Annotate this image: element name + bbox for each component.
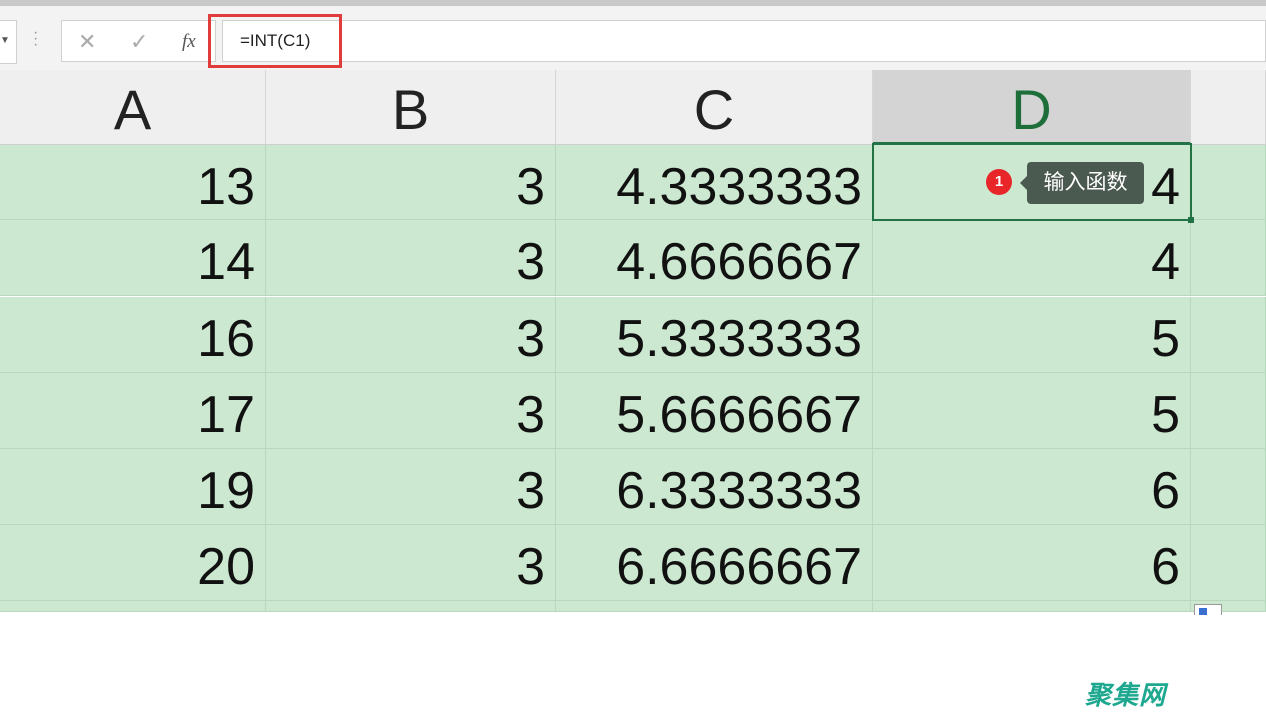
cell[interactable] [1191,145,1266,220]
insert-function-icon[interactable]: fx [182,31,196,52]
cell[interactable]: 19 [0,449,266,525]
cell[interactable]: 5 [873,373,1191,449]
formula-bar-area: ▼ · · · ✕ ✓ fx =INT(C1) [0,0,1266,70]
cell[interactable] [1191,297,1266,373]
cell[interactable]: 3 [266,220,556,296]
cell[interactable]: 20 [0,525,266,601]
drag-handle-icon[interactable]: · · · [33,24,39,53]
quick-analysis-icon[interactable] [1194,604,1222,615]
cell[interactable]: 5.6666667 [556,373,873,449]
cell[interactable]: 4.6666667 [556,220,873,296]
cell[interactable]: 3 [266,449,556,525]
watermark-logo: 聚集网 [1085,680,1167,710]
cell[interactable]: 4 [873,220,1191,296]
cell[interactable] [1191,373,1266,449]
fill-handle[interactable] [1188,217,1194,223]
cell[interactable] [873,601,1191,612]
enter-icon[interactable]: ✓ [130,29,149,54]
chevron-down-icon: ▼ [0,35,10,46]
cell[interactable]: 16 [0,297,266,373]
cell[interactable]: 3 [266,297,556,373]
formula-highlight-box [208,14,342,68]
cell[interactable]: 3 [266,525,556,601]
cell[interactable] [1191,525,1266,601]
formula-text[interactable]: =INT(C1) [240,31,311,50]
column-header-c[interactable]: C [556,70,873,145]
active-cell-border [872,143,1192,221]
cell[interactable] [266,601,556,612]
cell[interactable] [1191,220,1266,296]
name-box-dropdown[interactable]: ▼ [0,20,17,64]
cell[interactable]: 3 [266,373,556,449]
cell[interactable] [0,601,266,612]
tooltip: 输入函数 [1020,162,1144,204]
cell[interactable] [1191,449,1266,525]
cancel-icon[interactable]: ✕ [78,29,97,54]
cell[interactable]: 17 [0,373,266,449]
cell[interactable]: 3 [266,145,556,220]
formula-input[interactable] [222,20,1266,62]
cell[interactable]: 6.3333333 [556,449,873,525]
column-header-b[interactable]: B [266,70,556,145]
column-header-e[interactable] [1191,70,1266,145]
column-header-a[interactable]: A [0,70,266,145]
cell[interactable]: 4.3333333 [556,145,873,220]
formula-buttons: ✕ ✓ fx [61,20,216,62]
cell[interactable]: 5 [873,297,1191,373]
cell[interactable]: 6.6666667 [556,525,873,601]
step-badge: 1 [986,169,1012,195]
cell[interactable] [556,601,873,612]
cell[interactable]: 5.3333333 [556,297,873,373]
column-header-d[interactable]: D [873,70,1191,145]
cell[interactable]: 14 [0,220,266,296]
cell[interactable]: 13 [0,145,266,220]
cell[interactable]: 6 [873,449,1191,525]
cell[interactable]: 6 [873,525,1191,601]
